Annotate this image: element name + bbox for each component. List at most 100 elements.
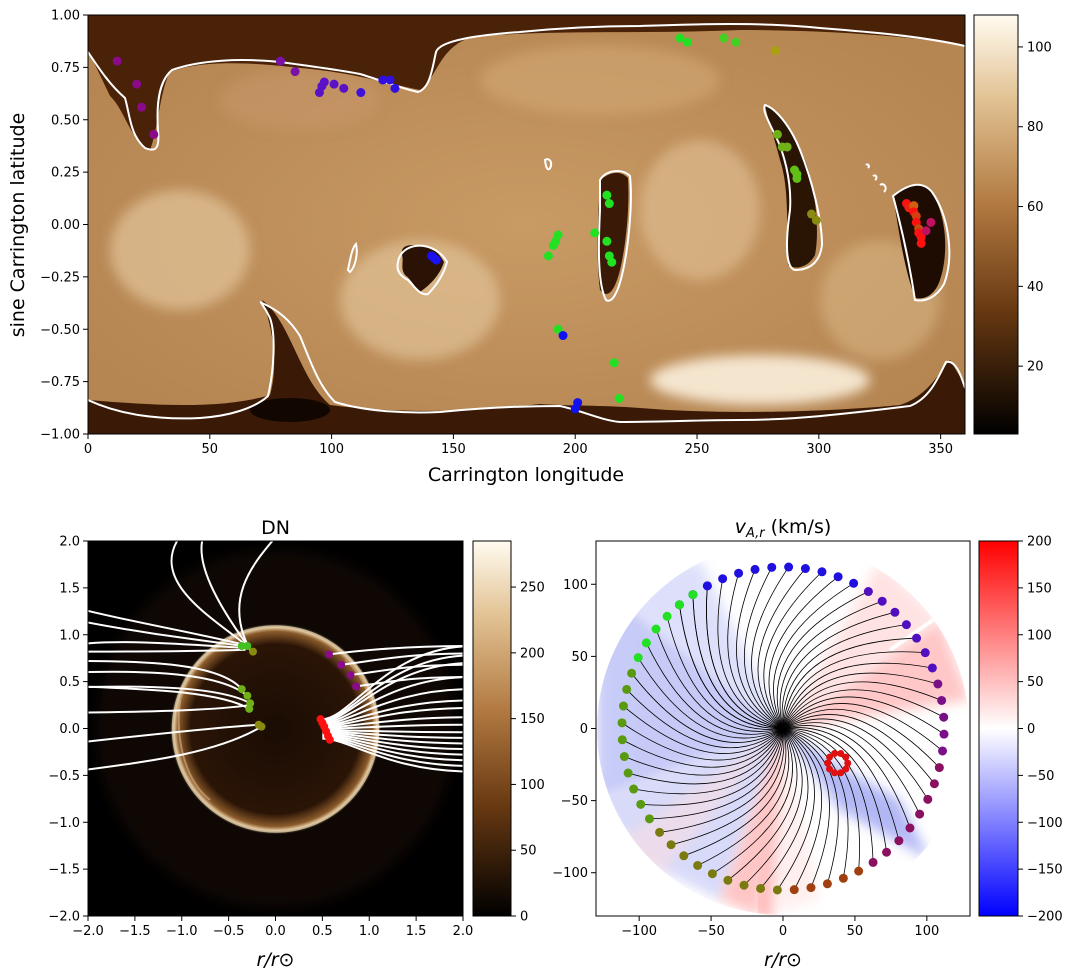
top-map-point [319,77,329,87]
top-map-point [390,83,400,93]
va-point [844,759,852,767]
top-map-cbar-tick-label: 80 [1027,120,1044,135]
va-point [822,879,832,889]
va-field-line [782,728,839,884]
va-field-line [624,728,784,776]
top-map-point [149,129,159,139]
va-field-line [646,642,784,735]
va-field-line [782,708,940,768]
dn-field-line [88,660,243,690]
top-map-point [431,255,441,265]
va-point [617,735,627,745]
va-point [842,753,850,761]
va-field-line [782,728,823,890]
va-point [739,880,749,890]
top-map-y-tick-label: −0.25 [40,270,80,285]
top-map-point [911,211,921,221]
top-map-point [558,331,568,341]
va-point [636,799,646,809]
va-point [826,765,834,773]
dn-field-line [322,688,463,725]
va-field-line [727,728,798,881]
va-point [923,794,933,804]
top-map-point [782,142,792,152]
va-point [702,581,712,591]
va-point [877,596,887,606]
dn-cbar-tick-label: 250 [520,581,545,596]
va-point [617,718,627,728]
dn-point [337,660,346,669]
va-point [934,763,944,773]
va-point [824,759,832,767]
va-point [655,827,665,837]
va-point [623,768,633,778]
dn-field-line [322,733,463,756]
va-field-lines [621,566,945,891]
dn-field-line [322,716,463,729]
va-point [929,779,939,789]
dn-x-tick-label: 0.0 [265,924,286,939]
va-field-line [743,567,784,729]
dn-field-line [88,648,246,653]
va-cbar-tick-label: −50 [1027,769,1054,784]
top-map-y-axis: −1.00 −0.75 −0.50 −0.25 0.00 0.25 0.50 0.75 1.00 [40,9,88,443]
dn-field-line [328,645,463,656]
dn-point [237,642,246,650]
va-point [772,885,782,895]
va-field-line [779,600,883,729]
va-colorbar [978,540,1019,917]
va-point [817,567,827,577]
va-field-line [782,718,929,800]
va-x-tick-label: 100 [914,924,939,939]
va-field-line [782,672,938,729]
dn-x-tick-label: 1.5 [406,924,427,939]
top-map-point [329,79,339,89]
va-point [800,564,810,574]
top-map-point [682,37,692,47]
va-field-line [633,728,784,795]
top-map-point [614,393,624,403]
va-field-line [782,637,917,729]
va-field-line [773,582,854,729]
dn-field-line [88,704,250,714]
dn-field-line [88,723,259,743]
dn-point [237,685,246,694]
top-map-point [604,199,614,209]
dn-colorbar [472,540,512,917]
top-map-point [602,236,612,246]
va-field-line [640,728,784,806]
va-point [831,750,839,758]
dn-cbar-tick-label: 150 [520,712,545,727]
dn-x-tick-label: 1.0 [359,924,380,939]
va-point [933,679,943,689]
va-point [939,729,949,739]
dn-field-line [238,541,274,655]
top-map-y-tick-label: −0.50 [40,323,80,338]
va-point [767,562,777,572]
dn-x-tick-label: −1.5 [119,924,151,939]
dn-y-tick-label: −1.0 [48,816,80,831]
va-point [915,809,925,819]
dn-cbar-tick-label: 0 [520,910,528,925]
dn-y-tick-label: 2.0 [59,535,80,550]
top-map-point [926,217,936,227]
top-map-point [916,232,926,242]
va-point [688,590,698,600]
va-colorbar-ticks: −200 −150 −100 −50 0 50 100 150 200 [1018,535,1063,925]
top-map-y-tick-label: −0.75 [40,375,80,390]
va-point [831,769,839,777]
va-point [854,866,864,876]
va-point [734,568,744,578]
dn-field-line [322,729,463,734]
top-map-panel: 0 50 100 150 200 250 300 350 −1.00 −0.75 −0.50 −0.… [7,9,1052,487]
va-point [707,869,717,879]
dn-scatter [237,642,361,744]
va-field-line [679,604,784,729]
top-map-x-tick-label: 50 [202,442,219,457]
va-point [890,607,900,617]
va-field-line [637,657,784,739]
dn-field-line [88,685,250,710]
dn-field-line [322,707,463,728]
top-map-point [675,33,685,43]
dn-point [245,704,254,713]
